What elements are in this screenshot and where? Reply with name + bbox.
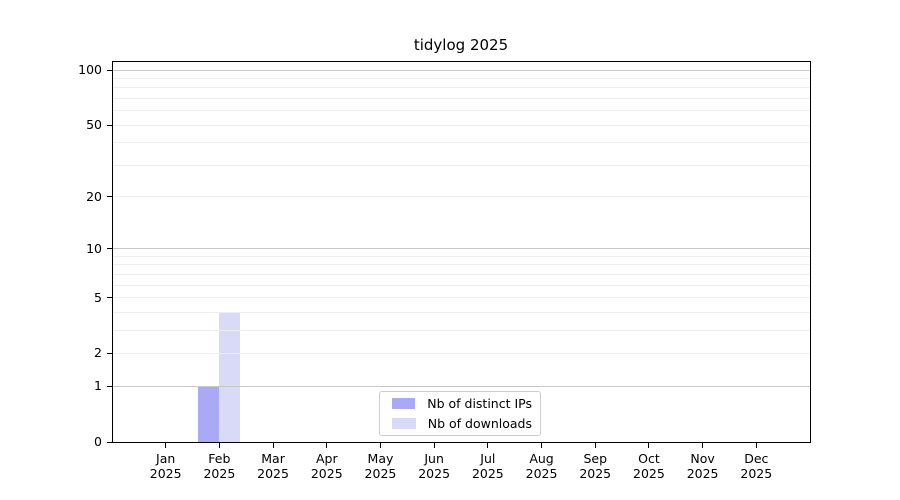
y-tick-label: 5 [94, 289, 102, 305]
bar-distinct-ips [198, 386, 220, 442]
x-tick-label: Oct 2025 [633, 451, 665, 481]
x-axis-tick [165, 443, 167, 448]
gridline-minor [112, 329, 810, 331]
y-axis-tick [107, 352, 112, 354]
gridline-minor [112, 352, 810, 354]
x-axis-tick [541, 443, 543, 448]
bars-layer [112, 61, 810, 442]
gridline-minor [112, 110, 810, 112]
chart-title: tidylog 2025 [413, 36, 509, 54]
gridline-minor [112, 97, 810, 99]
plot-area [112, 61, 810, 442]
y-axis-tick [107, 124, 112, 126]
x-tick-label: Aug 2025 [525, 451, 558, 481]
y-tick-label: 20 [86, 188, 102, 204]
y-axis-tick [107, 297, 112, 299]
gridline-minor [112, 273, 810, 275]
legend-item-downloads: Nb of downloads [388, 416, 532, 432]
x-axis-tick [379, 443, 381, 448]
x-tick-label: Mar 2025 [257, 451, 289, 481]
y-axis-tick [107, 196, 112, 198]
gridline-minor [112, 264, 810, 266]
gridline-major [112, 385, 810, 387]
y-tick-label: 50 [86, 117, 102, 133]
bar-downloads [219, 312, 241, 442]
gridline-minor [112, 164, 810, 166]
gridline-minor [112, 284, 810, 286]
gridline-minor [112, 124, 810, 126]
y-axis-tick [107, 248, 112, 250]
y-tick-label: 100 [78, 62, 102, 77]
x-axis-tick [326, 443, 328, 448]
gridline-minor [112, 255, 810, 257]
x-axis-tick [594, 443, 596, 448]
x-axis-tick [648, 443, 650, 448]
gridline-minor [112, 87, 810, 89]
legend-label-downloads: Nb of downloads [427, 415, 532, 431]
y-tick-label: 10 [86, 240, 102, 256]
x-axis-tick [272, 443, 274, 448]
y-tick-label: 0 [94, 434, 102, 449]
x-axis-tick [218, 443, 220, 448]
x-tick-label: May 2025 [364, 451, 397, 481]
legend: Nb of distinct IPs Nb of downloads [379, 391, 541, 436]
x-tick-label: Jan 2025 [149, 451, 182, 481]
x-tick-label: Nov 2025 [686, 451, 719, 481]
x-axis-tick [433, 443, 435, 448]
y-axis-tick [107, 385, 112, 387]
gridline-major [112, 69, 810, 71]
y-axis-tick [107, 441, 112, 443]
legend-label-distinct-ips: Nb of distinct IPs [427, 396, 532, 412]
legend-swatch-downloads [392, 417, 416, 429]
gridline-minor [112, 196, 810, 198]
y-tick-label: 2 [94, 345, 102, 361]
legend-swatch-distinct-ips [392, 398, 416, 410]
legend-item-distinct-ips: Nb of distinct IPs [388, 396, 532, 412]
y-axis-tick [107, 69, 112, 71]
grid-layer [112, 61, 810, 442]
gridline-minor [112, 142, 810, 144]
x-axis-tick [702, 443, 704, 448]
y-tick-label: 1 [94, 378, 102, 394]
gridline-major [112, 248, 810, 250]
x-tick-label: Apr 2025 [310, 451, 343, 481]
x-tick-label: Feb 2025 [203, 451, 236, 481]
x-tick-label: Dec 2025 [740, 451, 773, 481]
x-tick-label: Sep 2025 [579, 451, 612, 481]
x-axis-tick [487, 443, 489, 448]
gridline-minor [112, 297, 810, 299]
gridline-minor [112, 311, 810, 313]
gridline-minor [112, 77, 810, 79]
x-tick-label: Jul 2025 [471, 451, 504, 481]
x-axis-tick [755, 443, 757, 448]
x-tick-label: Jun 2025 [418, 451, 451, 481]
